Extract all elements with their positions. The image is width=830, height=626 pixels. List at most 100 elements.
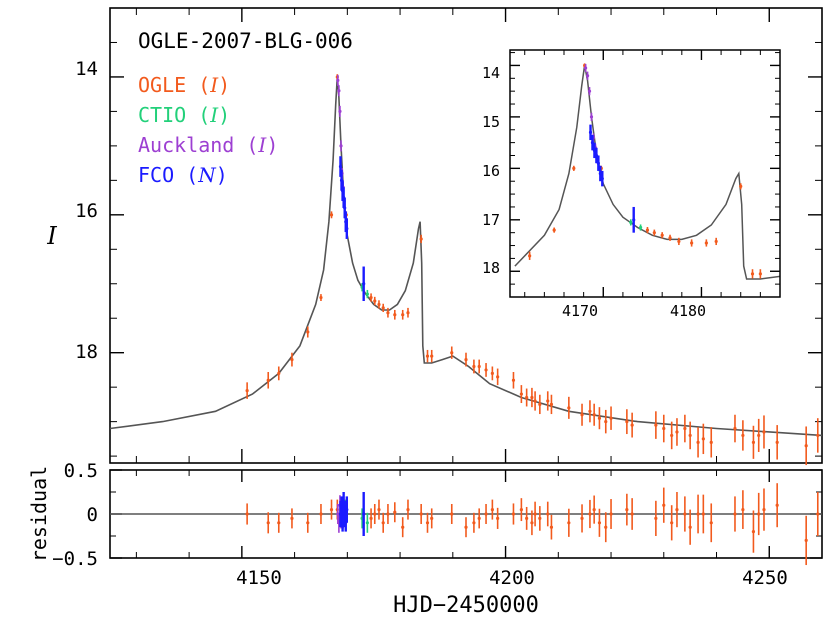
residual-point-ogle xyxy=(662,503,666,507)
residual-point-ogle xyxy=(741,508,745,512)
inset-point-ctio xyxy=(638,225,643,230)
data-point-ogle xyxy=(538,402,542,407)
inset-point-ogle xyxy=(552,228,556,232)
resid-tick-label-zero: 0 xyxy=(87,504,98,526)
data-point-ogle xyxy=(604,420,608,424)
data-point-ogle xyxy=(319,295,323,300)
data-point-ogle xyxy=(675,430,679,434)
data-point-ogle xyxy=(662,426,666,431)
data-point-ogle xyxy=(530,395,534,400)
x-axis-label: HJD−2450000 xyxy=(393,593,539,618)
residual-point-ogle xyxy=(373,512,377,516)
residual-point-ogle xyxy=(549,525,554,529)
y-tick-label-18: 18 xyxy=(75,341,98,363)
inset-y-tick-label-14: 14 xyxy=(482,64,500,82)
inset-point-ogle xyxy=(572,166,576,170)
data-point-ogle xyxy=(588,409,592,413)
residual-point-ogle xyxy=(484,512,488,516)
data-point-ogle xyxy=(496,375,500,379)
inset-point-ogle xyxy=(660,233,664,237)
inset-point-ogle xyxy=(652,231,656,235)
data-point-ogle xyxy=(511,378,516,382)
data-point-fco xyxy=(345,227,349,231)
data-point-ogle xyxy=(696,440,700,444)
data-point-ogle xyxy=(484,368,488,372)
legend-label-auckland: Auckland xyxy=(138,133,234,157)
data-point-ogle xyxy=(519,392,523,396)
residual-point-ogle xyxy=(306,521,310,525)
residual-point-ogle xyxy=(277,521,281,525)
inset-frame xyxy=(509,49,781,298)
legend-label-ctio: CTIO xyxy=(138,103,186,127)
data-point-ogle xyxy=(373,299,377,303)
legend-label-ogle: OGLE xyxy=(138,73,186,97)
inset-y-tick-label-15: 15 xyxy=(482,113,500,131)
x-tick-label-4200: 4200 xyxy=(489,567,535,589)
residual-point-ogle xyxy=(804,538,808,543)
main-y-axis-label: I xyxy=(46,222,57,250)
residual-point-ogle xyxy=(329,508,334,512)
residual-point-ogle xyxy=(654,516,658,521)
data-point-ogle xyxy=(533,399,537,403)
data-point-ogle xyxy=(757,433,761,438)
residual-point-ogle xyxy=(245,512,249,516)
data-point-ogle xyxy=(401,313,405,317)
inset-point-ogle xyxy=(645,228,650,232)
data-point-ogle xyxy=(290,357,294,362)
residual-point-ogle xyxy=(290,516,294,521)
legend-entry-auckland: Auckland (I) xyxy=(138,133,278,157)
legend-band-ogle: I xyxy=(209,73,219,97)
data-point-ogle xyxy=(597,416,602,420)
main-panel-frame xyxy=(109,7,823,464)
inset-x-tick-label-4170: 4170 xyxy=(562,302,598,320)
legend-band-ctio: I xyxy=(209,103,219,127)
residual-y-axis-label: residual xyxy=(27,466,51,562)
data-point-ogle xyxy=(425,354,430,358)
residual-point-fco xyxy=(345,508,349,512)
data-point-ogle xyxy=(688,433,692,438)
residual-point-ogle xyxy=(625,508,629,512)
inset-point-fco xyxy=(588,130,593,134)
data-point-ogle xyxy=(625,420,629,424)
residual-point-ogle xyxy=(425,521,430,525)
data-point-fco xyxy=(338,164,343,169)
data-point-ogle xyxy=(430,354,434,358)
residual-point-ogle xyxy=(496,516,500,521)
data-point-ogle xyxy=(567,406,571,410)
inset-point-auckland xyxy=(584,66,588,70)
residual-point-ogle xyxy=(430,516,434,521)
inset-point-fco xyxy=(632,218,636,222)
inset-point-auckland xyxy=(585,74,590,78)
data-point-ogle xyxy=(630,423,634,427)
data-point-ogle xyxy=(546,399,550,403)
residual-point-ogle xyxy=(762,508,766,512)
residual-point-ogle xyxy=(511,512,516,516)
resid-tick-label-neg: −0.5 xyxy=(52,548,98,570)
legend-entry-ogle: OGLE (I) xyxy=(138,73,230,97)
data-point-ogle xyxy=(549,402,554,407)
inset-point-ogle xyxy=(739,184,743,188)
data-point-ogle xyxy=(701,437,705,441)
inset-point-auckland xyxy=(587,89,592,93)
inset-point-ctio xyxy=(629,220,633,224)
data-point-ogle xyxy=(472,364,476,369)
data-point-ogle xyxy=(464,357,468,362)
data-point-ogle xyxy=(377,302,381,307)
data-point-ogle xyxy=(406,311,410,315)
residual-point-ogle xyxy=(377,508,381,512)
data-point-auckland xyxy=(336,78,340,82)
data-point-ogle xyxy=(751,440,756,444)
residual-point-ogle xyxy=(567,521,571,525)
residual-point-ogle xyxy=(588,512,592,516)
residual-point-ogle xyxy=(386,512,390,516)
residual-point-ogle xyxy=(701,512,705,516)
inset-point-ogle xyxy=(704,241,708,245)
data-point-ogle xyxy=(709,440,713,444)
inset-point-ogle xyxy=(668,236,672,240)
residual-point-ogle xyxy=(592,508,596,512)
legend-entry-ctio: CTIO (I) xyxy=(138,103,230,127)
data-point-ogle xyxy=(592,413,596,417)
inset-point-ogle xyxy=(714,239,718,244)
residual-point-ogle xyxy=(580,516,584,521)
residual-point-ogle xyxy=(393,510,397,514)
